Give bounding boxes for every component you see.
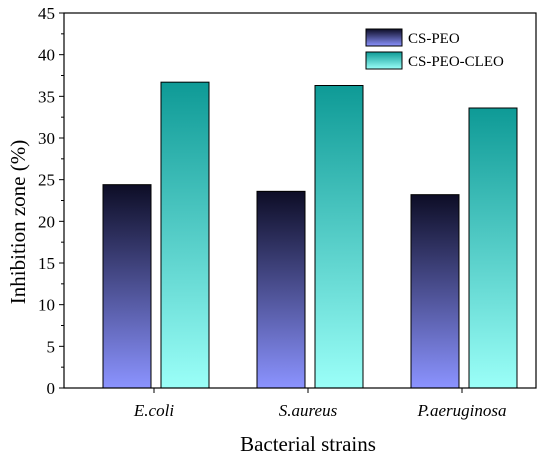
legend-swatch-cs-peo — [365, 28, 403, 47]
legend-label-cs-peo-cleo: CS-PEO-CLEO — [408, 54, 504, 70]
bar-cs-peo-e-coli — [102, 184, 152, 389]
axes-group: 0 5 10 15 20 25 30 35 40 45 E.coli S.aureus P.aerugi… — [38, 4, 537, 420]
legend: CS-PEO CS-PEO-CLEO — [365, 28, 504, 70]
y-tick-label: 20 — [38, 212, 55, 231]
bar-cs-peo-cleo-p-aeruginosa — [468, 107, 518, 389]
y-tick-label: 40 — [38, 46, 55, 65]
y-tick-label: 25 — [38, 171, 55, 190]
bar-cs-peo-cleo-e-coli — [160, 81, 210, 389]
y-tick-label: 15 — [38, 254, 55, 273]
bar-cs-peo-cleo-s-aureus — [314, 85, 364, 389]
bars-group — [102, 81, 518, 389]
x-tick-label-p-aeruginosa: P.aeruginosa — [417, 401, 507, 420]
y-tick-label: 10 — [38, 296, 55, 315]
y-tick-label: 5 — [47, 337, 56, 356]
x-tick-label-e-coli: E.coli — [133, 401, 174, 420]
y-tick-label: 0 — [47, 379, 56, 398]
bar-cs-peo-s-aureus — [256, 190, 306, 389]
legend-swatch-cs-peo-cleo — [365, 51, 403, 70]
y-axis-title: Inhibition zone (%) — [6, 140, 30, 304]
y-tick-label: 30 — [38, 129, 55, 148]
x-axis-title: Bacterial strains — [240, 432, 376, 456]
x-tick-label-s-aureus: S.aureus — [279, 401, 338, 420]
y-tick-label: 35 — [38, 87, 55, 106]
y-tick-label: 45 — [38, 4, 55, 23]
bar-cs-peo-p-aeruginosa — [410, 194, 460, 389]
legend-label-cs-peo: CS-PEO — [408, 31, 460, 47]
